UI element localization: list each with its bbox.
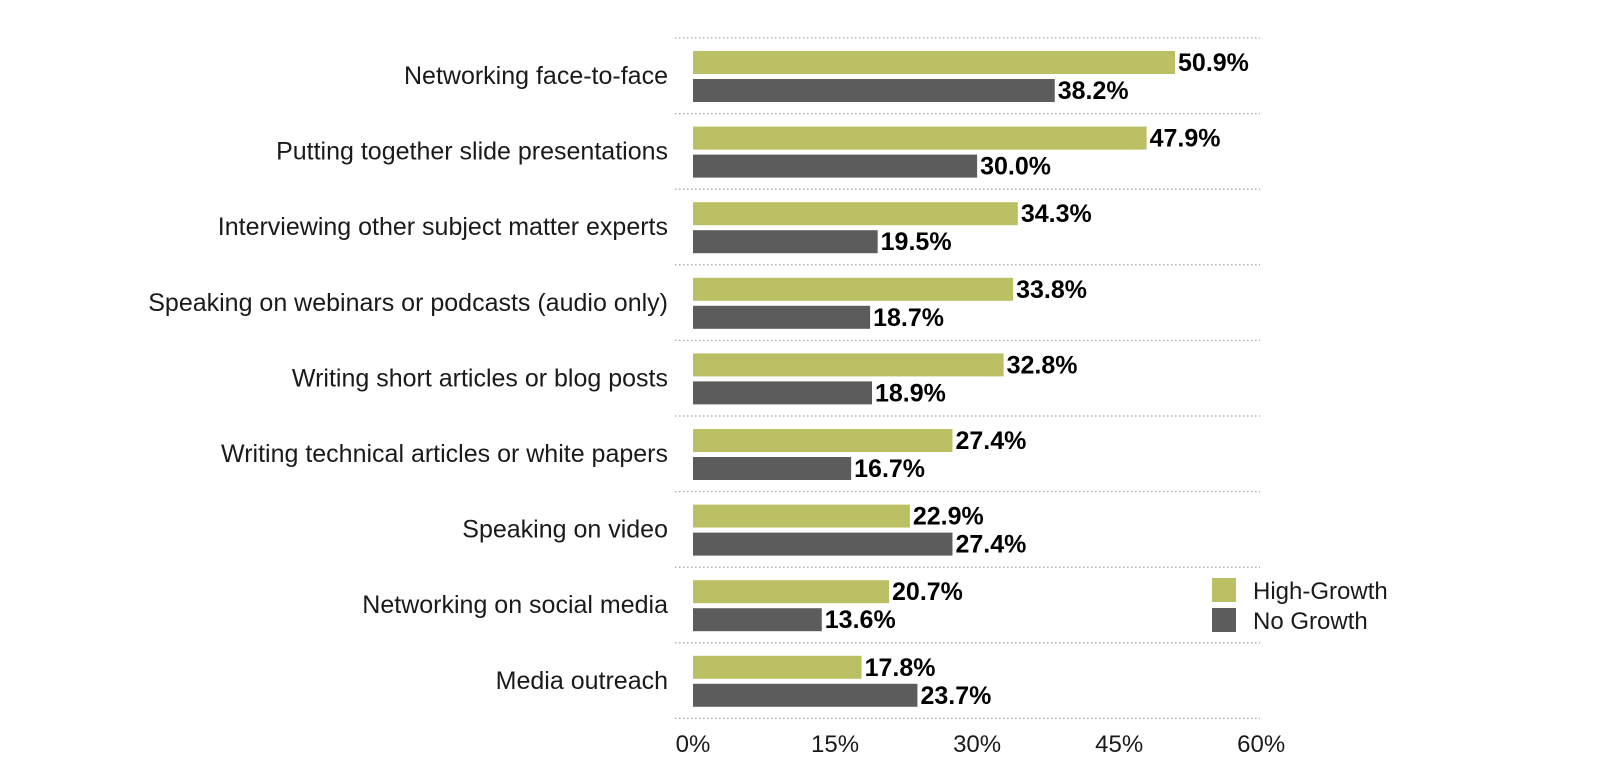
- bar-high-growth: [693, 353, 1004, 377]
- bar-high-growth: [693, 202, 1018, 226]
- data-label: 16.7%: [854, 455, 925, 483]
- x-tick-label: 60%: [1237, 731, 1285, 758]
- category-label: Speaking on video: [462, 516, 668, 544]
- data-label: 13.6%: [825, 606, 896, 634]
- data-label: 23.7%: [920, 682, 991, 710]
- bar-high-growth: [693, 504, 910, 528]
- bar-high-growth: [693, 277, 1014, 301]
- category-label: Networking face-to-face: [404, 62, 668, 90]
- data-label: 38.2%: [1058, 77, 1129, 105]
- bar-no-growth: [693, 608, 822, 632]
- bar-no-growth: [693, 79, 1055, 102]
- data-label: 18.9%: [875, 379, 946, 407]
- data-label: 20.7%: [892, 578, 963, 606]
- bar-high-growth: [693, 655, 862, 679]
- category-label: Speaking on webinars or podcasts (audio …: [148, 289, 668, 317]
- data-label: 47.9%: [1150, 125, 1221, 153]
- bar-high-growth: [693, 580, 890, 604]
- bar-no-growth: [693, 683, 918, 707]
- data-label: 32.8%: [1007, 351, 1078, 379]
- x-tick-label: 45%: [1095, 731, 1143, 758]
- category-label: Networking on social media: [362, 591, 668, 619]
- data-label: 22.9%: [913, 503, 984, 531]
- data-label: 19.5%: [881, 228, 952, 256]
- data-label: 27.4%: [955, 531, 1026, 559]
- legend-swatch: [1212, 578, 1236, 602]
- data-label: 18.7%: [873, 304, 944, 332]
- bar-high-growth: [693, 126, 1147, 150]
- x-tick-label: 0%: [676, 731, 711, 758]
- bar-no-growth: [693, 532, 953, 556]
- category-label: Putting together slide presentations: [276, 138, 668, 166]
- bar-no-growth: [693, 305, 871, 329]
- bar-no-growth: [693, 230, 878, 254]
- data-label: 33.8%: [1016, 276, 1087, 304]
- category-label: Writing short articles or blog posts: [292, 364, 668, 392]
- data-label: 27.4%: [955, 427, 1026, 455]
- data-label: 30.0%: [980, 153, 1051, 181]
- bar-no-growth: [693, 154, 978, 178]
- legend-label: No Growth: [1253, 608, 1368, 635]
- category-label: Writing technical articles or white pape…: [221, 440, 668, 468]
- data-label: 17.8%: [865, 654, 936, 682]
- data-label: 34.3%: [1021, 200, 1092, 228]
- bar-no-growth: [693, 381, 872, 405]
- bar-no-growth: [693, 457, 852, 480]
- category-label: Interviewing other subject matter expert…: [218, 213, 668, 241]
- legend-label: High-Growth: [1253, 578, 1388, 605]
- category-label: Media outreach: [496, 667, 668, 695]
- data-label: 50.9%: [1178, 49, 1249, 77]
- x-tick-label: 30%: [953, 731, 1001, 758]
- bar-high-growth: [693, 429, 953, 452]
- x-tick-label: 15%: [811, 731, 859, 758]
- legend-swatch: [1212, 608, 1236, 632]
- bar-high-growth: [693, 51, 1176, 74]
